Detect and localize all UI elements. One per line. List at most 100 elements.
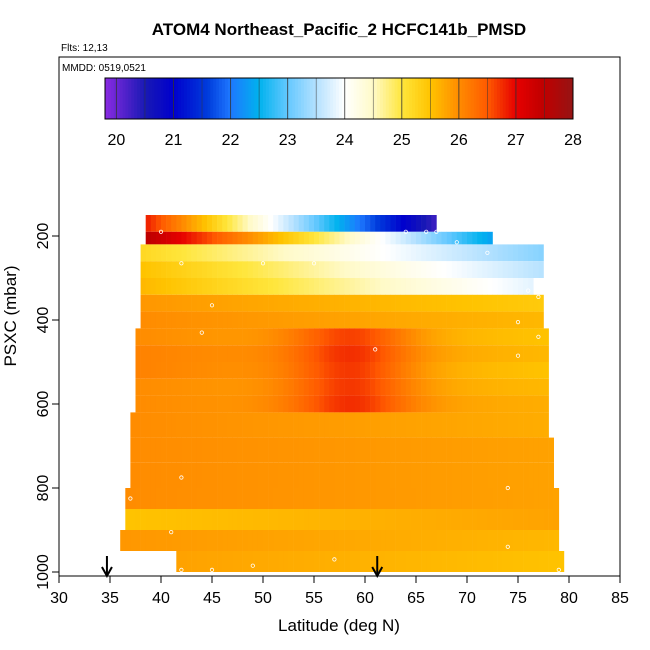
- sample-point: [209, 303, 215, 308]
- heatmap-cell: [487, 378, 493, 396]
- heatmap-cell: [477, 462, 483, 488]
- heatmap-cell: [237, 345, 243, 362]
- colorbar-segment: [271, 78, 276, 119]
- heatmap-cell: [421, 530, 427, 551]
- heatmap-cell: [354, 462, 361, 488]
- heatmap-cell: [405, 278, 412, 295]
- heatmap-cell: [201, 294, 208, 312]
- heatmap-cell: [359, 530, 366, 551]
- heatmap-cell: [461, 345, 468, 362]
- heatmap-cell: [222, 551, 228, 572]
- heatmap-cell: [176, 261, 182, 278]
- heatmap-cell: [212, 378, 218, 396]
- heatmap-cell: [416, 278, 422, 295]
- heatmap-cell: [482, 231, 488, 245]
- heatmap-cell: [237, 488, 243, 509]
- heatmap-cell: [176, 215, 182, 232]
- heatmap-cell: [365, 244, 371, 262]
- heatmap-cell: [349, 345, 356, 362]
- heatmap-cell: [528, 488, 534, 509]
- heatmap-cell: [268, 509, 274, 530]
- heatmap-cell: [395, 231, 401, 245]
- colorbar-segment: [368, 78, 372, 119]
- heatmap-cell: [242, 345, 248, 362]
- heatmap-cell: [416, 362, 422, 379]
- heatmap-cell: [456, 345, 463, 362]
- heatmap-cell: [410, 437, 417, 463]
- heatmap-cell: [431, 530, 437, 551]
- heatmap-cell: [482, 294, 488, 312]
- heatmap-cell: [497, 462, 503, 488]
- heatmap-cell: [467, 488, 473, 509]
- colorbar-segment: [356, 78, 360, 119]
- heatmap-cell: [487, 231, 493, 245]
- heatmap-cell: [324, 244, 330, 262]
- x-tick-label: 55: [305, 590, 323, 607]
- heatmap-cell: [533, 530, 539, 551]
- heatmap-cell: [242, 311, 248, 329]
- colorbar-segment: [417, 78, 422, 119]
- heatmap-cell: [354, 488, 361, 509]
- heatmap-cell: [273, 215, 279, 232]
- heatmap-cell: [410, 294, 417, 312]
- heatmap-cell: [538, 311, 544, 329]
- heatmap-cell: [130, 462, 136, 488]
- heatmap-cell: [410, 395, 417, 413]
- colorbar-segment: [496, 78, 501, 119]
- heatmap-cell: [487, 278, 493, 295]
- heatmap-cell: [512, 509, 519, 530]
- heatmap-cell: [186, 530, 192, 551]
- heatmap-cell: [298, 362, 305, 379]
- colorbar-segment: [125, 78, 129, 119]
- heatmap-cell: [538, 509, 544, 530]
- heatmap-cell: [395, 488, 401, 509]
- heatmap-cell: [217, 328, 223, 346]
- heatmap-cell: [426, 488, 432, 509]
- colorbar-segment: [110, 78, 115, 119]
- heatmap-cell: [523, 294, 529, 312]
- heatmap-cell: [477, 362, 483, 379]
- heatmap-cell: [431, 437, 437, 463]
- heatmap-cell: [181, 551, 187, 572]
- heatmap-cell: [212, 488, 218, 509]
- heatmap-cell: [380, 261, 386, 278]
- heatmap-cell: [217, 462, 223, 488]
- heatmap-cell: [247, 412, 254, 438]
- heatmap-cell: [512, 345, 519, 362]
- heatmap-cell: [349, 311, 356, 329]
- heatmap-cell: [212, 294, 218, 312]
- heatmap-cell: [487, 311, 493, 329]
- heatmap-cell: [186, 437, 192, 463]
- heatmap-cell: [191, 294, 197, 312]
- colorbar-segment: [227, 78, 232, 119]
- heatmap-cell: [477, 551, 483, 572]
- heatmap-cell: [405, 462, 412, 488]
- heatmap-cell: [161, 244, 167, 262]
- heatmap-cell: [518, 437, 524, 463]
- heatmap-cell: [472, 412, 478, 438]
- heatmap-cell: [283, 395, 289, 413]
- heatmap-cell: [252, 231, 259, 245]
- heatmap-cell: [370, 395, 376, 413]
- heatmap-cell: [456, 551, 463, 572]
- heatmap-cell: [487, 294, 493, 312]
- heatmap-cell: [293, 462, 299, 488]
- heatmap-cell: [150, 294, 157, 312]
- heatmap-cell: [380, 345, 386, 362]
- heatmap-cell: [339, 231, 345, 245]
- heatmap-cell: [339, 294, 345, 312]
- heatmap-cell: [298, 311, 305, 329]
- heatmap-cell: [298, 412, 305, 438]
- heatmap-cell: [451, 362, 458, 379]
- heatmap-cell: [349, 328, 356, 346]
- heatmap-cell: [380, 244, 386, 262]
- heatmap-cell: [171, 244, 177, 262]
- heatmap-cell: [303, 462, 310, 488]
- heatmap-cell: [303, 261, 310, 278]
- heatmap-cell: [268, 530, 274, 551]
- heatmap-cell: [288, 261, 294, 278]
- heatmap-cell: [426, 215, 432, 232]
- colorbar-segment: [330, 78, 334, 119]
- heatmap-cell: [492, 311, 498, 329]
- heatmap-cell: [334, 462, 340, 488]
